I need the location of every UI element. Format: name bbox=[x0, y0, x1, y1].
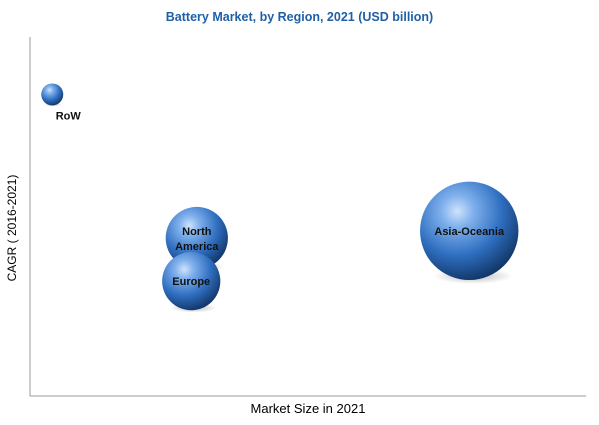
bubble-label-line: Asia-Oceania bbox=[434, 226, 505, 238]
chart-title: Battery Market, by Region, 2021 (USD bil… bbox=[165, 10, 434, 24]
bubble-label-line: America bbox=[175, 241, 219, 253]
bubble-north-america bbox=[165, 206, 228, 270]
bubble-label-line: Europe bbox=[172, 276, 210, 288]
bubble-row bbox=[41, 83, 64, 106]
bubble-label-north-america: North America bbox=[175, 226, 219, 253]
bubble-asia-oceania bbox=[420, 181, 519, 281]
bubble-label-asia-oceania: Asia-Oceania bbox=[434, 226, 505, 238]
bubble-label-line: RoW bbox=[56, 110, 82, 122]
x-axis-label: Market Size in 2021 bbox=[250, 401, 366, 416]
bubble-label-line: North bbox=[182, 226, 212, 238]
bubble-layer: RoW North America Europe Asia-Oceania bbox=[41, 83, 519, 313]
bubble-label-europe: Europe bbox=[172, 276, 210, 288]
bubble-label-row: RoW bbox=[56, 110, 82, 122]
bubble-europe bbox=[162, 252, 221, 311]
